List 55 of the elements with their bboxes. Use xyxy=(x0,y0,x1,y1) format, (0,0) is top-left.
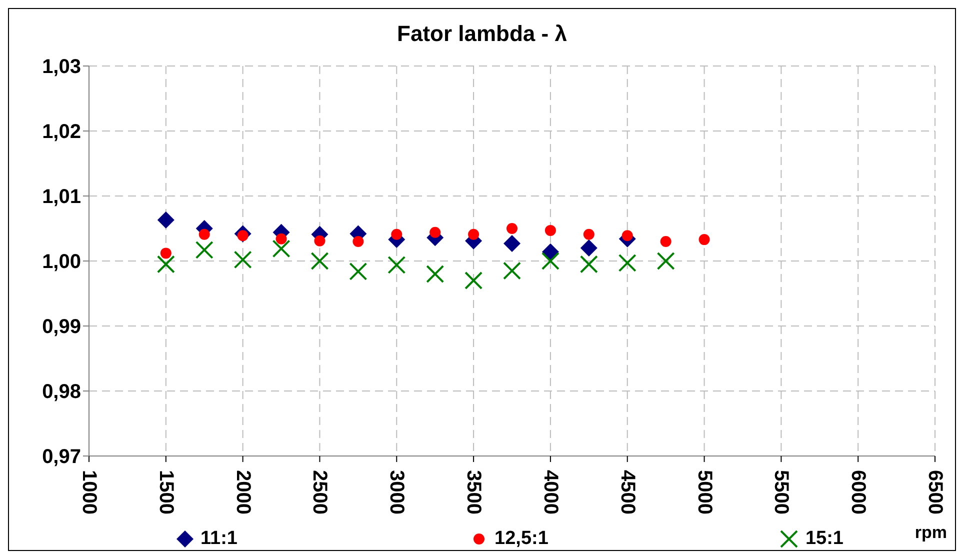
x-tick-label: 5000 xyxy=(693,470,716,514)
point xyxy=(157,212,174,229)
x-tick-label: 5500 xyxy=(770,470,792,514)
point xyxy=(468,228,480,240)
point xyxy=(352,236,364,247)
y-tick-label: 0,97 xyxy=(42,446,81,468)
y-tick-label: 1,00 xyxy=(42,251,81,274)
point xyxy=(660,236,672,247)
x-tick-label: 4000 xyxy=(539,470,562,514)
point xyxy=(195,240,214,259)
point xyxy=(464,272,483,290)
point xyxy=(506,223,518,234)
point xyxy=(503,262,521,280)
point xyxy=(542,243,559,260)
point xyxy=(349,262,368,280)
y-tick-label: 1,03 xyxy=(42,56,81,78)
y-tick-label: 1,02 xyxy=(42,121,81,144)
point xyxy=(310,252,329,270)
point xyxy=(580,240,598,256)
point xyxy=(234,250,252,269)
legend-label: 11:1 xyxy=(200,528,238,550)
x-tick-label: 2500 xyxy=(308,470,331,514)
point xyxy=(388,256,406,274)
x-tick-label: 6000 xyxy=(847,470,870,514)
point xyxy=(276,233,287,244)
point xyxy=(583,228,594,240)
point xyxy=(618,254,636,272)
point xyxy=(580,255,598,274)
point xyxy=(698,234,710,246)
x-tick-label: 2000 xyxy=(232,470,254,514)
point xyxy=(198,228,210,240)
point xyxy=(156,255,175,274)
x-tick-label: 3500 xyxy=(462,470,485,514)
x-tick-label: 3000 xyxy=(386,470,408,514)
point xyxy=(426,265,444,283)
point xyxy=(391,228,402,240)
point xyxy=(504,234,520,252)
point xyxy=(544,224,556,236)
x-axis-title: rpm xyxy=(914,523,947,543)
point xyxy=(656,252,675,270)
point xyxy=(314,235,326,246)
point xyxy=(272,240,290,258)
legend-label: 12,5:1 xyxy=(494,528,548,550)
point xyxy=(160,248,172,259)
x-tick-label: 1500 xyxy=(154,470,177,514)
y-tick-label: 0,98 xyxy=(42,381,81,404)
legend-label: 15:1 xyxy=(805,528,844,550)
x-tick-label: 4500 xyxy=(616,470,638,514)
chart-title: Fator lambda - λ xyxy=(396,21,568,47)
point xyxy=(430,226,441,238)
y-tick-label: 0,99 xyxy=(42,316,81,338)
x-tick-label: 1000 xyxy=(78,470,100,514)
x-tick-label: 6500 xyxy=(924,470,946,514)
y-tick-label: 1,01 xyxy=(42,186,81,208)
point xyxy=(541,252,560,270)
